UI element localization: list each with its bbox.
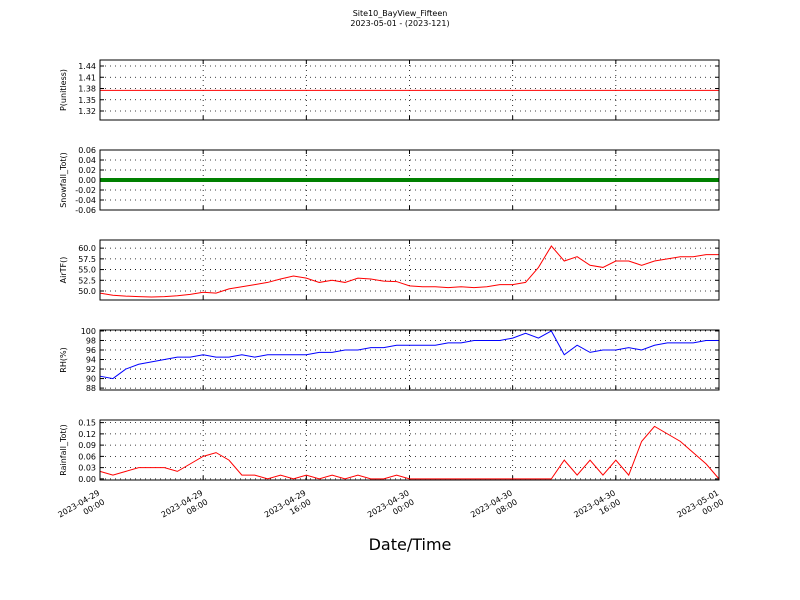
y-tick-label: -0.02 (75, 186, 96, 195)
y-tick-label: 55.0 (78, 266, 96, 275)
data-line (99, 245, 719, 298)
y-axis-label: P(unitless) (59, 69, 68, 111)
y-tick-label: -0.06 (75, 206, 96, 215)
y-tick-label: 98 (86, 336, 96, 345)
y-tick-label: 0.04 (78, 156, 96, 165)
y-tick-label: 92 (86, 365, 96, 374)
axes-frame (99, 59, 720, 121)
y-tick-label: 96 (86, 346, 96, 355)
y-tick-label: 1.38 (78, 85, 96, 94)
axes-frame (99, 419, 720, 481)
y-tick-label: 1.41 (78, 73, 96, 82)
y-axis-label: Rainfall_Tot() (59, 424, 68, 476)
data-line (99, 425, 720, 480)
y-tick-label: 94 (86, 356, 96, 365)
y-tick-label: 0.06 (78, 452, 96, 461)
y-tick-label: -0.04 (75, 196, 96, 205)
y-tick-label: 0.03 (78, 464, 96, 473)
y-tick-label: 90 (86, 375, 96, 384)
y-axis-label: AirTF() (59, 257, 68, 284)
y-tick-label: 0.00 (78, 176, 96, 185)
y-tick-label: 0.12 (78, 430, 96, 439)
axes-frame (99, 329, 720, 391)
y-tick-label: 0.06 (78, 146, 96, 155)
y-axis-label: RH(%) (59, 347, 68, 372)
data-line (99, 330, 719, 380)
y-tick-label: 1.44 (78, 62, 96, 71)
y-tick-label: 52.5 (78, 276, 96, 285)
axes-frame (99, 239, 720, 301)
figure-title: Site10_BayView_Fifteen (353, 9, 448, 18)
y-tick-label: 88 (86, 384, 96, 393)
y-tick-label: 100 (81, 327, 96, 336)
y-axis-label: Snowfall_Tot() (59, 152, 68, 208)
y-tick-label: 0.02 (78, 166, 96, 175)
axes-frame (99, 149, 720, 211)
y-tick-label: 57.5 (78, 255, 96, 264)
y-tick-label: 50.0 (78, 287, 96, 296)
y-tick-label: 0.15 (78, 419, 96, 428)
y-tick-label: 0.09 (78, 441, 96, 450)
y-tick-label: 1.32 (78, 107, 96, 116)
y-tick-label: 1.35 (78, 96, 96, 105)
figure-subtitle: 2023-05-01 - (2023-121) (350, 19, 449, 28)
y-tick-label: 0.00 (78, 475, 96, 484)
x-axis-label: Date/Time (369, 535, 452, 554)
y-tick-label: 60.0 (78, 244, 96, 253)
